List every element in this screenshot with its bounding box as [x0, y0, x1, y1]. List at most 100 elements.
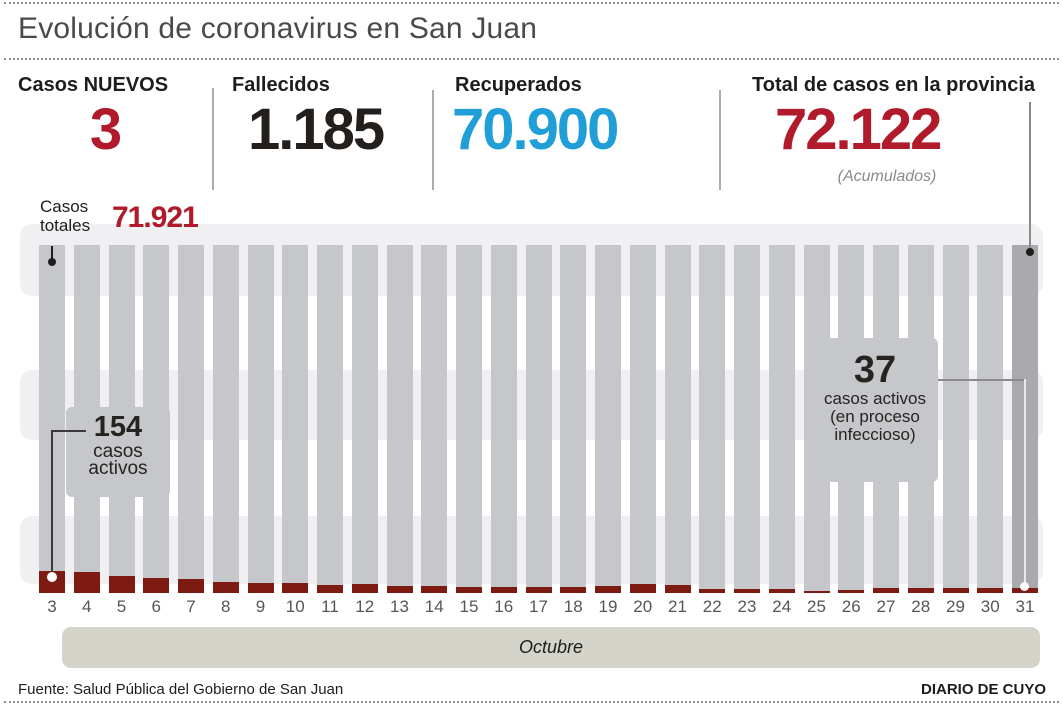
stat-label-casos-nuevos: Casos NUEVOS: [18, 74, 169, 96]
day-label-21: 21: [668, 597, 687, 616]
active-cases-segment-day-7: [178, 579, 204, 593]
active-cases-segment-day-17: [525, 587, 552, 593]
stat-divider-3: [719, 90, 721, 190]
active-start-value: 154: [93, 411, 143, 443]
bar-day-8: [212, 245, 239, 593]
day-label-11: 11: [321, 597, 339, 616]
day-label-25: 25: [807, 597, 826, 616]
bottom-dotted-rule: [4, 701, 1059, 703]
active-cases-segment-day-30: [977, 588, 1004, 593]
day-label-17: 17: [529, 597, 548, 616]
day-label-30: 30: [980, 597, 1000, 616]
day-label-4: 4: [82, 597, 92, 616]
bar-day-29: [942, 245, 969, 593]
active-start-marker-dot: [47, 572, 57, 582]
bar-day-14: [421, 245, 448, 593]
day-label-22: 22: [702, 597, 722, 616]
bar-day-23: [734, 245, 760, 593]
day-label-9: 9: [255, 597, 266, 616]
bar-day-30: [977, 245, 1004, 593]
active-cases-segment-day-28: [907, 588, 934, 593]
active-cases-segment-day-18: [560, 587, 587, 593]
source-credit: Fuente: Salud Pública del Gobierno de Sa…: [18, 681, 344, 698]
stat-divider-1: [212, 88, 214, 190]
day-label-28: 28: [911, 597, 931, 616]
day-label-16: 16: [494, 597, 514, 616]
bar-day-19: [595, 245, 621, 593]
day-label-7: 7: [186, 597, 196, 616]
day-label-15: 15: [459, 597, 479, 616]
day-label-18: 18: [563, 597, 583, 616]
day-label-24: 24: [772, 597, 792, 616]
day-label-19: 19: [598, 597, 618, 616]
casos-totales-label: Casos totales: [40, 197, 90, 235]
title-dotted-rule: [4, 58, 1059, 60]
bar-day-21: [664, 245, 691, 593]
day-label-29: 29: [946, 597, 965, 616]
active-end-line1: casos activos: [823, 389, 927, 408]
total-cases-leader-line: [1029, 102, 1031, 252]
bar-day-20: [629, 245, 656, 593]
active-cases-segment-day-25: [803, 591, 830, 593]
day-label-26: 26: [841, 597, 861, 616]
day-label-27: 27: [876, 597, 896, 616]
day-label-31: 31: [1015, 597, 1035, 616]
stat-note-acumulados: (Acumulados): [837, 168, 937, 185]
active-end-marker-dot: [1020, 582, 1029, 591]
x-axis-day-labels: 3 4 5 6 7 8 9 10 11 12 13 14 15 16 17 18 19 20 21 22 23 24 25 2…: [39, 597, 1038, 617]
active-cases-segment-day-16: [490, 587, 517, 593]
active-start-line1: casos: [93, 441, 143, 462]
day-label-14: 14: [424, 597, 444, 616]
stat-value-total-provincia: 72.122: [775, 97, 942, 162]
active-end-leader-horizontal: [938, 379, 1026, 381]
stat-value-recuperados: 70.900: [452, 97, 619, 162]
active-cases-segment-day-20: [629, 584, 656, 593]
active-cases-segment-day-5: [108, 576, 135, 593]
stat-value-fallecidos: 1.185: [248, 97, 385, 162]
active-cases-segment-day-10: [282, 583, 309, 593]
bar-day-16: [490, 245, 517, 593]
day-label-6: 6: [151, 597, 161, 616]
stat-value-casos-nuevos: 3: [89, 97, 122, 162]
active-cases-segment-day-12: [351, 584, 378, 593]
top-dotted-rule: [4, 2, 1059, 4]
bar-day-13: [386, 245, 413, 593]
total-cases-marker-dot: [1026, 248, 1034, 256]
page-title: Evolución de coronavirus en San Juan: [18, 12, 538, 45]
active-cases-segment-day-24: [768, 589, 795, 593]
active-cases-segment-day-22: [699, 589, 726, 593]
stat-label-total-provincia: Total de casos en la provincia: [752, 74, 1036, 96]
day-label-10: 10: [285, 597, 305, 616]
bar-day-17: [525, 245, 552, 593]
day-label-3: 3: [47, 597, 57, 616]
active-cases-segment-day-21: [664, 585, 691, 593]
bar-day-11: [317, 245, 343, 593]
active-cases-segment-day-4: [73, 572, 100, 593]
active-end-line2: (en proceso: [830, 407, 920, 426]
active-cases-end-annotation: 37 casos activos (en proceso infeccioso): [812, 338, 938, 482]
bar-day-12: [351, 245, 378, 593]
active-end-leader-vertical: [1024, 379, 1026, 583]
month-label: Octubre: [518, 637, 584, 657]
active-start-line2: activos: [88, 458, 148, 479]
casos-totales-line2: totales: [40, 216, 91, 235]
casos-totales-pointer-dot: [48, 258, 56, 266]
active-cases-segment-day-9: [247, 583, 274, 593]
day-label-20: 20: [633, 597, 653, 616]
stat-divider-2: [432, 90, 434, 190]
active-cases-segment-day-8: [212, 582, 239, 593]
day-label-13: 13: [390, 597, 409, 616]
active-cases-start-annotation: 154 casos activos: [66, 407, 170, 497]
active-cases-segment-day-29: [942, 588, 969, 593]
day-label-23: 23: [737, 597, 757, 616]
month-band: Octubre: [62, 627, 1040, 668]
bar-day-7: [178, 245, 204, 593]
stat-label-fallecidos: Fallecidos: [232, 74, 330, 96]
active-cases-segment-day-11: [317, 585, 343, 593]
active-cases-segment-day-23: [734, 589, 760, 593]
day-label-8: 8: [221, 597, 231, 616]
active-cases-segment-day-26: [838, 590, 865, 593]
active-end-line3: infeccioso): [834, 425, 916, 444]
active-start-leader-horizontal: [51, 430, 86, 432]
